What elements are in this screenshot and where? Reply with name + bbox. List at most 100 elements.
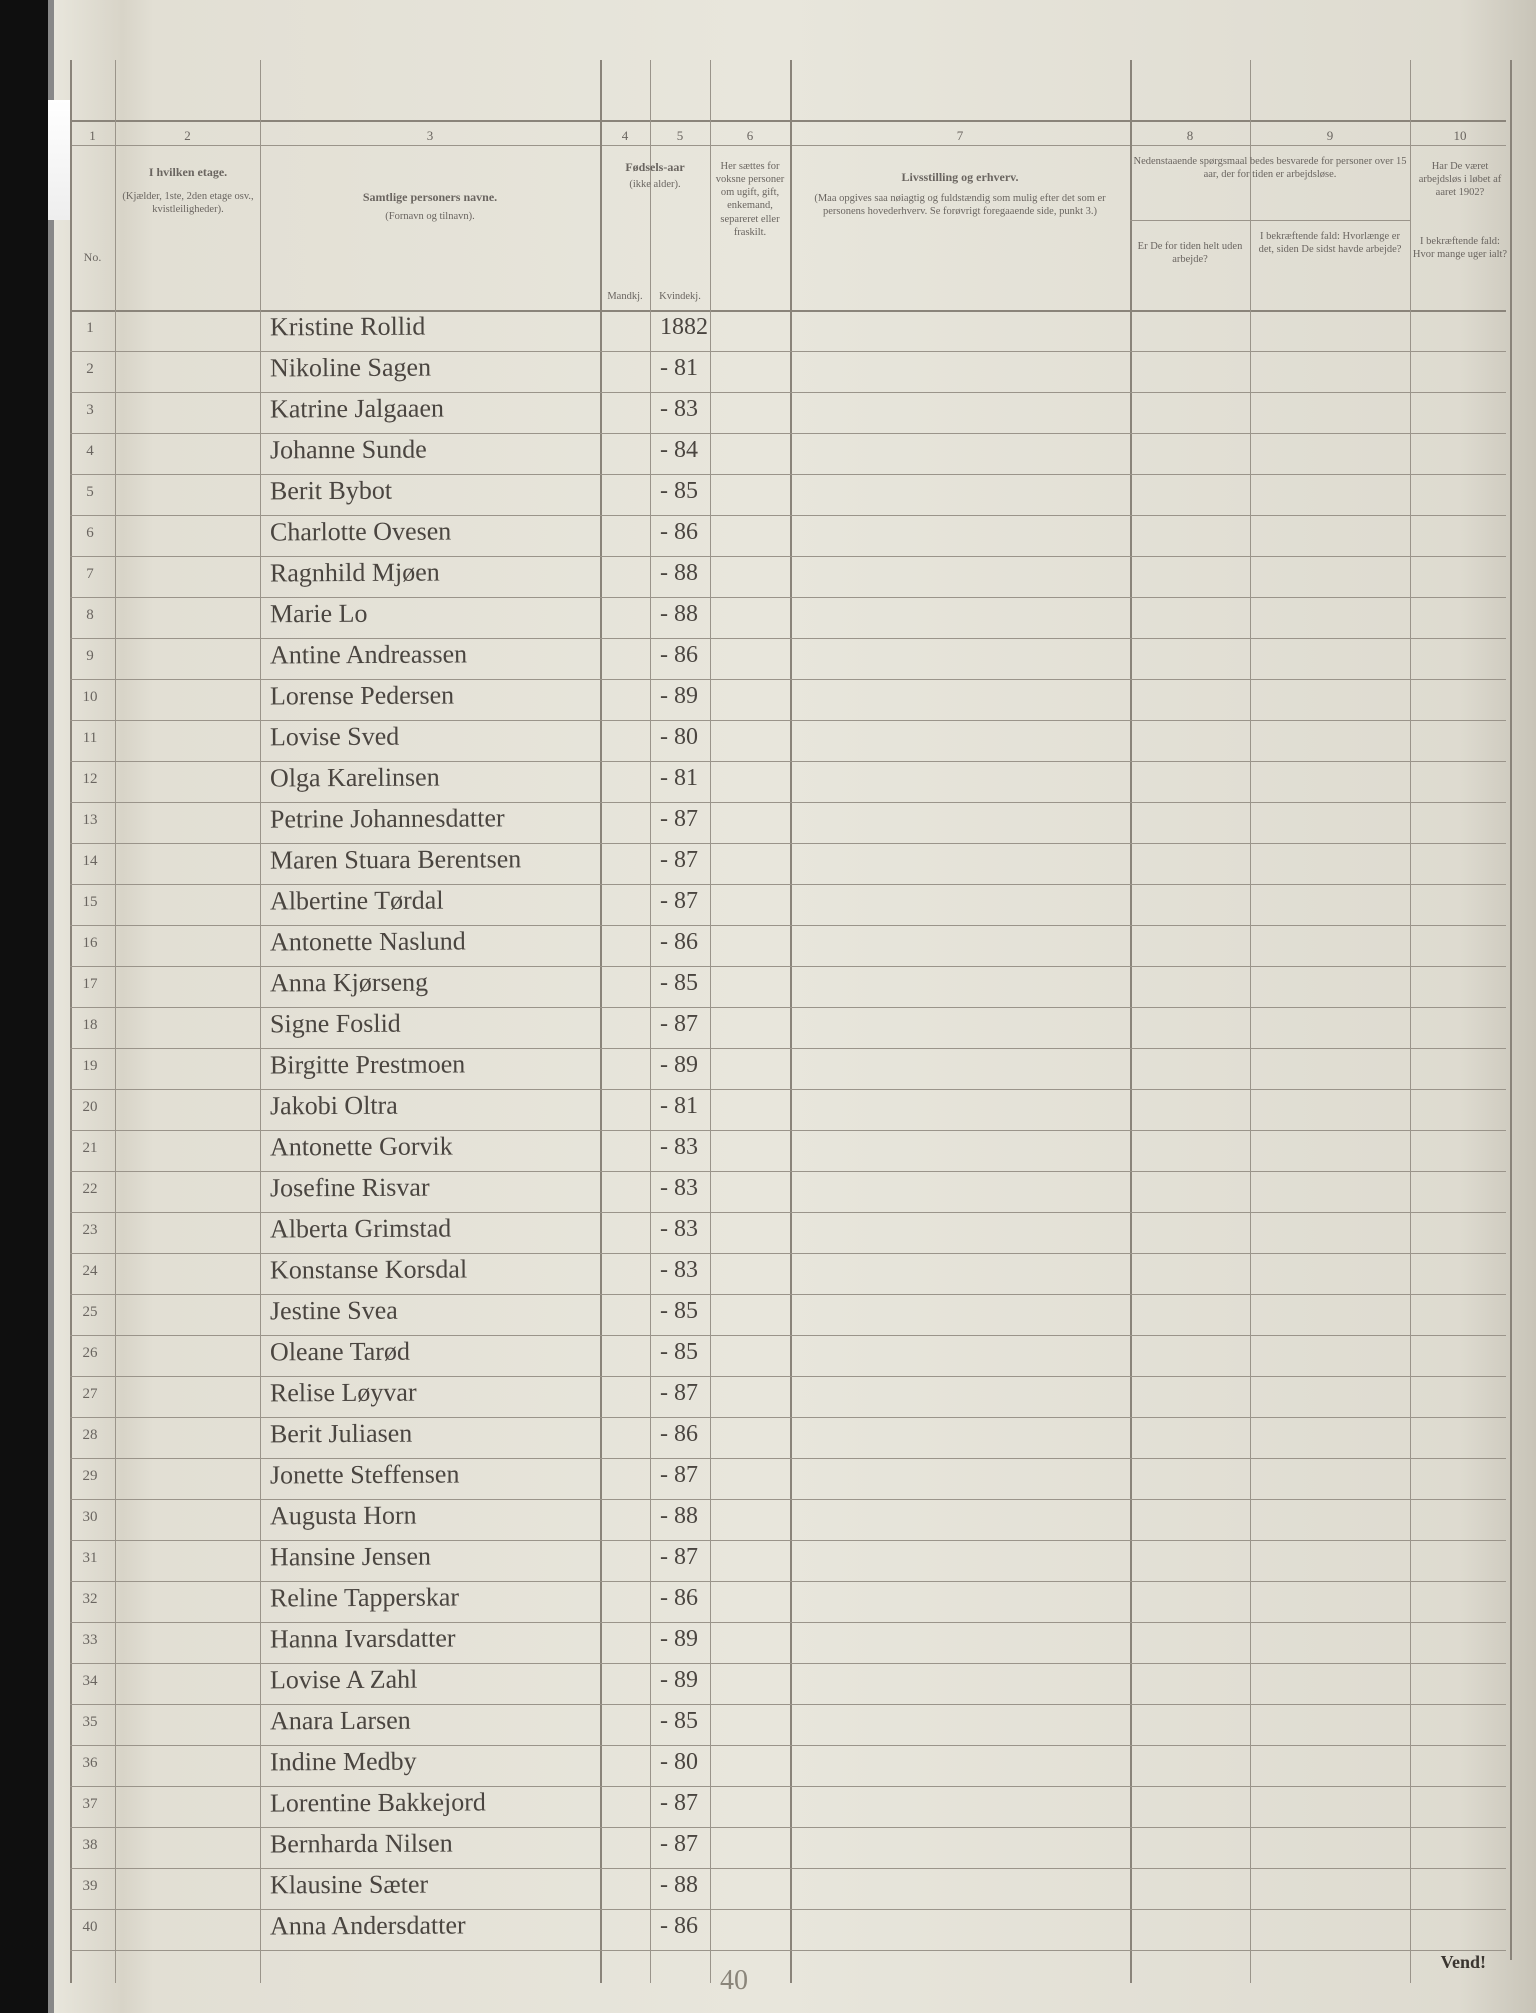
row-name: Jakobi Oltra bbox=[270, 1091, 398, 1122]
row-name: Katrine Jalgaaen bbox=[270, 394, 444, 425]
row-number: 7 bbox=[70, 566, 110, 583]
bottom-scribble: 40 bbox=[720, 1965, 748, 1997]
table-row: 37Lorentine Bakkejord- 87 bbox=[70, 1786, 1506, 1827]
row-number: 31 bbox=[70, 1550, 110, 1567]
hdr-kvindekj: Kvindekj. bbox=[650, 290, 710, 303]
film-edge-left bbox=[0, 0, 48, 2013]
row-year: - 89 bbox=[660, 1052, 698, 1079]
row-year: - 85 bbox=[660, 1708, 698, 1735]
table-row: 31Hansine Jensen- 87 bbox=[70, 1540, 1506, 1581]
table-row: 39Klausine Sæter- 88 bbox=[70, 1868, 1506, 1909]
row-number: 32 bbox=[70, 1591, 110, 1608]
table-row: 5 Berit Bybot - 85 bbox=[70, 474, 1506, 515]
hdr-birth-sub: (ikke alder). bbox=[600, 178, 710, 191]
table-row: 11Lovise Sved- 80 bbox=[70, 720, 1506, 761]
row-year: - 87 bbox=[660, 1462, 698, 1489]
hdr-occupation-sub: (Maa opgives saa nøiagtig og fuldstændig… bbox=[795, 192, 1125, 218]
row-number: 34 bbox=[70, 1673, 110, 1690]
table-row: 35Anara Larsen- 85 bbox=[70, 1704, 1506, 1745]
row-number: 26 bbox=[70, 1345, 110, 1362]
row-number: 38 bbox=[70, 1837, 110, 1854]
row-number: 12 bbox=[70, 771, 110, 788]
row-year: - 85 bbox=[660, 1339, 698, 1366]
table-row: 2Nikoline Sagen- 81 bbox=[70, 351, 1506, 392]
row-year: - 81 bbox=[660, 1093, 698, 1120]
row-name: Lovise Sved bbox=[270, 722, 399, 753]
row-name: Albertine Tørdal bbox=[270, 886, 444, 917]
row-year: - 88 bbox=[660, 1872, 698, 1899]
row-year: - 84 bbox=[660, 437, 698, 464]
row-name: Hanna Ivarsdatter bbox=[270, 1624, 456, 1655]
row-number: 29 bbox=[70, 1468, 110, 1485]
row-name: Antine Andreassen bbox=[270, 639, 467, 670]
row-number: 3 bbox=[70, 402, 110, 419]
row-year: - 88 bbox=[660, 1503, 698, 1530]
row-name: Indine Medby bbox=[270, 1747, 417, 1778]
row-number: 25 bbox=[70, 1304, 110, 1321]
row-number: 8 bbox=[70, 607, 110, 624]
row-name: Nikoline Sagen bbox=[270, 353, 431, 384]
row-number: 19 bbox=[70, 1058, 110, 1075]
table-row: 27Relise Løyvar- 87 bbox=[70, 1376, 1506, 1417]
row-year: - 86 bbox=[660, 1913, 698, 1940]
table-row: 8Marie Lo- 88 bbox=[70, 597, 1506, 638]
row-number: 17 bbox=[70, 976, 110, 993]
row-year: - 81 bbox=[660, 355, 698, 382]
row-number: 5 bbox=[70, 484, 110, 501]
row-name: Lovise A Zahl bbox=[270, 1665, 417, 1696]
row-number: 20 bbox=[70, 1099, 110, 1116]
row-name: Berit Bybot bbox=[270, 476, 392, 507]
row-number: 37 bbox=[70, 1796, 110, 1813]
hdr-etage-sub: (Kjælder, 1ste, 2den etage osv., kvistle… bbox=[118, 190, 258, 216]
row-name: Johanne Sunde bbox=[270, 435, 427, 466]
row-year: - 83 bbox=[660, 1175, 698, 1202]
row-name: Jestine Svea bbox=[270, 1296, 398, 1327]
row-year: - 85 bbox=[660, 478, 698, 505]
table-row: 22Josefine Risvar- 83 bbox=[70, 1171, 1506, 1212]
row-year: - 88 bbox=[660, 560, 698, 587]
row-name: Anna Andersdatter bbox=[270, 1910, 466, 1941]
table-row: 6Charlotte Ovesen- 86 bbox=[70, 515, 1506, 556]
row-year: - 85 bbox=[660, 1298, 698, 1325]
row-number: 36 bbox=[70, 1755, 110, 1772]
table-row: 24Konstanse Korsdal- 83 bbox=[70, 1253, 1506, 1294]
row-number: 9 bbox=[70, 648, 110, 665]
hdr-names-title: Samtlige personers navne. bbox=[363, 190, 497, 204]
table-row: 32 Reline Tapperskar - 86 bbox=[70, 1581, 1506, 1622]
table-row: 4Johanne Sunde- 84 bbox=[70, 433, 1506, 474]
hdr-names-sub: (Fornavn og tilnavn). bbox=[260, 210, 600, 223]
row-name: Berit Juliasen bbox=[270, 1419, 412, 1450]
row-name: Reline Tapperskar bbox=[270, 1583, 459, 1614]
row-name: Josefine Risvar bbox=[270, 1173, 430, 1204]
row-year: - 86 bbox=[660, 1585, 698, 1612]
row-year: - 86 bbox=[660, 519, 698, 546]
row-number: 28 bbox=[70, 1427, 110, 1444]
row-year: - 83 bbox=[660, 396, 698, 423]
colnum-6: 6 bbox=[710, 128, 790, 144]
row-year: - 83 bbox=[660, 1216, 698, 1243]
table-row: 29Jonette Steffensen- 87 bbox=[70, 1458, 1506, 1499]
row-year: - 80 bbox=[660, 724, 698, 751]
table-row: 9 Antine Andreassen - 86 bbox=[70, 638, 1506, 679]
film-light-patch bbox=[48, 100, 70, 220]
row-year: - 87 bbox=[660, 1790, 698, 1817]
row-name: Charlotte Ovesen bbox=[270, 517, 451, 548]
row-year: - 83 bbox=[660, 1134, 698, 1161]
row-year: - 86 bbox=[660, 642, 698, 669]
colnum-9: 9 bbox=[1250, 128, 1410, 144]
table-row: 33Hanna Ivarsdatter- 89 bbox=[70, 1622, 1506, 1663]
table-row: 14Maren Stuara Berentsen- 87 bbox=[70, 843, 1506, 884]
v10 bbox=[1510, 60, 1512, 1960]
row-name: Marie Lo bbox=[270, 599, 368, 630]
colnum-2: 2 bbox=[115, 128, 260, 144]
table-row: 19Birgitte Prestmoen- 89 bbox=[70, 1048, 1506, 1089]
row-year: - 87 bbox=[660, 1011, 698, 1038]
table-row: 16Antonette Naslund- 86 bbox=[70, 925, 1506, 966]
row-number: 35 bbox=[70, 1714, 110, 1731]
row-name: Petrine Johannesdatter bbox=[270, 803, 505, 834]
row-name: Antonette Naslund bbox=[270, 926, 466, 957]
row-divider bbox=[70, 1950, 1506, 1951]
row-year: - 87 bbox=[660, 847, 698, 874]
row-year: - 87 bbox=[660, 806, 698, 833]
row-year: - 89 bbox=[660, 1667, 698, 1694]
